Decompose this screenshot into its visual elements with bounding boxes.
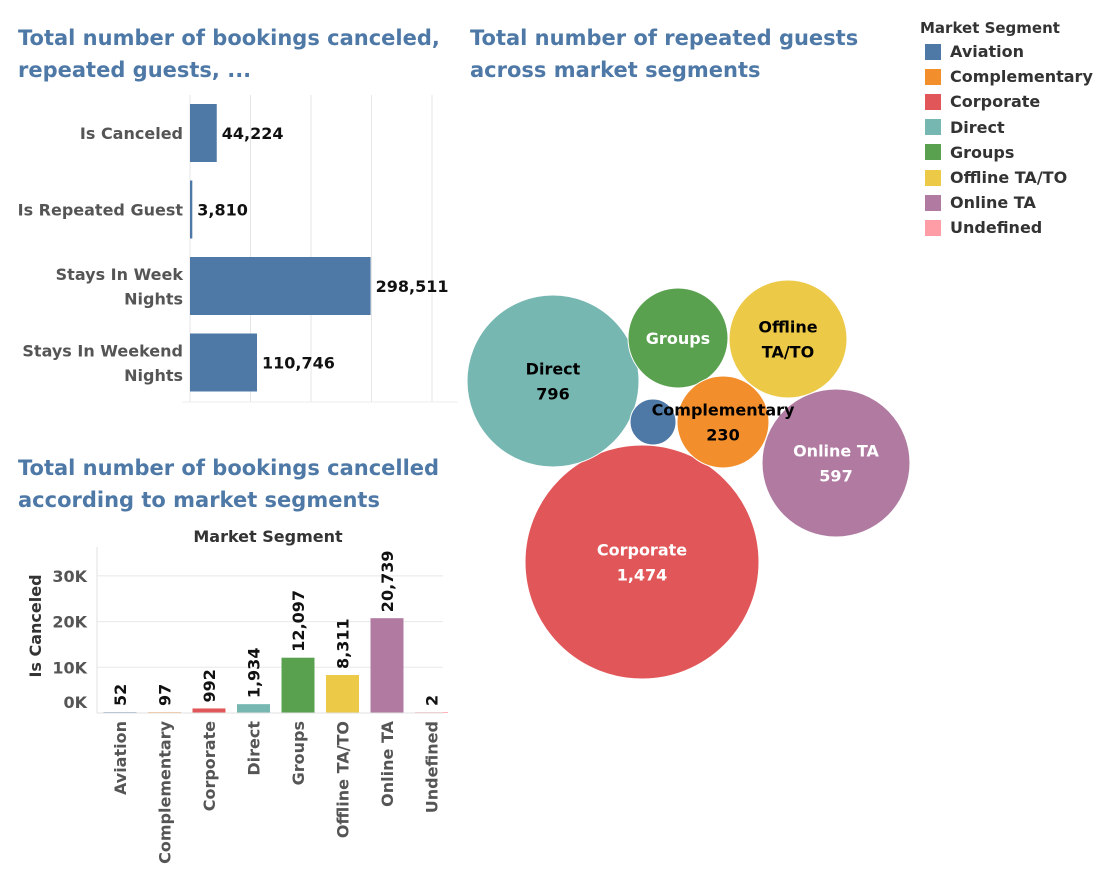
- y-tick-label: 10K: [52, 658, 87, 677]
- column-header: Market Segment: [193, 527, 343, 546]
- legend-item[interactable]: Corporate: [920, 89, 1095, 114]
- bar[interactable]: [190, 104, 217, 162]
- legend-label: Online TA: [950, 193, 1036, 213]
- legend-item[interactable]: Offline TA/TO: [920, 165, 1095, 190]
- legend-swatch: [925, 119, 941, 136]
- bubble-label: Online TA: [793, 442, 879, 461]
- legend-label: Corporate: [950, 92, 1041, 112]
- legend-title: Market Segment: [920, 19, 1060, 37]
- legend-swatch: [925, 144, 941, 161]
- repeated-guests-title: Total number of repeated guests across m…: [470, 26, 859, 82]
- data-label: 298,511: [376, 277, 449, 296]
- legend-label: Groups: [950, 142, 1015, 162]
- bubble-label: Corporate: [597, 541, 687, 560]
- bubble-label: 796: [536, 385, 569, 404]
- bubble-label: Direct: [526, 360, 581, 379]
- data-label: 1,934: [245, 648, 264, 699]
- cancellations-bar-chart: Market Segment Is Canceled 0K 10K 20K 30K 52 Av…: [26, 527, 448, 864]
- legend-swatch: [925, 169, 941, 186]
- data-label: 3,810: [197, 201, 248, 220]
- legend-item[interactable]: Complementary: [920, 64, 1095, 89]
- y-tick-label: 30K: [52, 567, 87, 586]
- bubble[interactable]: [761, 388, 911, 538]
- data-label: 8,311: [334, 618, 353, 669]
- bar[interactable]: [192, 708, 226, 713]
- bar[interactable]: [281, 657, 315, 713]
- bubble-label: 597: [819, 467, 852, 486]
- category-label: Nights: [124, 366, 183, 385]
- legend-item[interactable]: Aviation: [920, 39, 1095, 64]
- bubble[interactable]: [524, 444, 760, 680]
- bubble-label: Offline: [758, 318, 817, 337]
- y-tick-label: 0K: [63, 693, 87, 712]
- legend-swatch: [925, 219, 941, 236]
- bar[interactable]: [370, 618, 404, 713]
- data-label: 110,746: [262, 354, 335, 373]
- legend-label: Offline TA/TO: [950, 168, 1068, 188]
- legend-swatch: [925, 93, 941, 110]
- x-tick-label: Groups: [289, 721, 308, 785]
- bubble-label: 1,474: [617, 566, 668, 585]
- bubble-label: 230: [706, 426, 739, 445]
- data-label: 20,739: [378, 550, 397, 612]
- x-tick-label: Aviation: [111, 721, 130, 795]
- bubble-label: Groups: [646, 329, 710, 348]
- category-label: Nights: [124, 289, 183, 308]
- x-tick-label: Offline TA/TO: [334, 721, 353, 838]
- x-tick-label: Complementary: [156, 720, 175, 863]
- legend-label: Undefined: [950, 218, 1043, 238]
- bubble[interactable]: [676, 375, 770, 469]
- cancellations-by-segment-title: Total number of bookings cancelled accor…: [18, 456, 440, 512]
- bubble[interactable]: [728, 279, 848, 399]
- bar[interactable]: [190, 180, 193, 239]
- x-tick-label: Direct: [245, 721, 264, 776]
- legend-label: Complementary: [950, 67, 1093, 87]
- bar[interactable]: [190, 257, 371, 315]
- legend-item[interactable]: Online TA: [920, 190, 1095, 215]
- bar[interactable]: [190, 333, 258, 392]
- bookings-summary-title: Total number of bookings canceled, repea…: [18, 26, 440, 82]
- data-label: 2: [423, 695, 442, 706]
- category-label: Stays In Week: [56, 265, 184, 284]
- category-label: Is Canceled: [80, 124, 183, 143]
- bubble-label: TA/TO: [762, 343, 814, 362]
- legend-label: Direct: [950, 117, 1005, 137]
- legend-item[interactable]: Undefined: [920, 215, 1095, 240]
- category-label: Stays In Weekend: [22, 341, 183, 360]
- legend-item[interactable]: Groups: [920, 140, 1095, 165]
- data-label: 992: [200, 669, 219, 702]
- data-label: 12,097: [289, 590, 308, 652]
- y-tick-label: 20K: [52, 613, 87, 632]
- x-tick-label: Corporate: [200, 721, 219, 811]
- bubble[interactable]: [466, 294, 640, 468]
- legend-item[interactable]: Direct: [920, 115, 1095, 140]
- y-axis-title: Is Canceled: [26, 574, 45, 677]
- repeated-guests-bubble-chart: Corporate 1,474 Direct 796 Online TA 597 Offli…: [466, 279, 911, 680]
- bubble-label: Complementary: [652, 401, 795, 420]
- data-label: 97: [156, 684, 175, 706]
- bookings-summary-bar-chart: 44,224 Is Canceled 3,810 Is Repeated Guest 2…: [18, 95, 458, 403]
- legend-swatch: [925, 68, 941, 85]
- data-label: 52: [111, 684, 130, 706]
- legend-swatch: [925, 194, 941, 211]
- bubble[interactable]: [629, 398, 677, 446]
- x-tick-label: Online TA: [378, 720, 397, 806]
- bar[interactable]: [237, 704, 270, 713]
- x-tick-label: Undefined: [423, 721, 442, 813]
- market-segment-legend: Market Segment Aviation Complementary Corp…: [920, 17, 1095, 241]
- category-label: Is Repeated Guest: [18, 201, 184, 220]
- legend-swatch: [925, 43, 941, 60]
- data-label: 44,224: [222, 124, 284, 143]
- legend-label: Aviation: [950, 42, 1025, 62]
- bar[interactable]: [326, 675, 359, 713]
- bubble[interactable]: [627, 287, 729, 389]
